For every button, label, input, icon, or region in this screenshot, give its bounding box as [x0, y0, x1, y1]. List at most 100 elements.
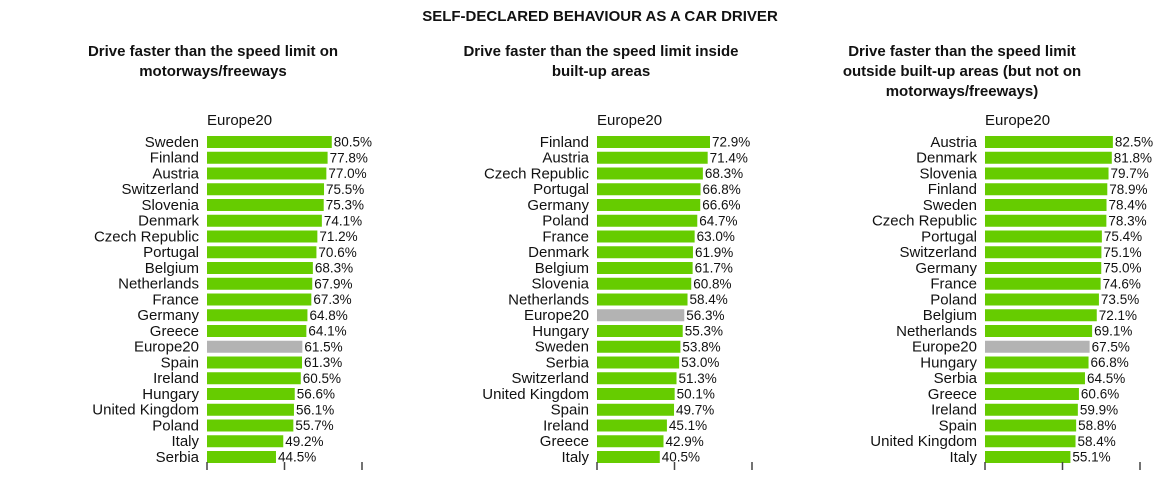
value-label: 68.3%	[315, 261, 353, 276]
bar	[985, 262, 1102, 274]
bar	[597, 435, 664, 448]
value-label: 50.1%	[677, 387, 715, 402]
value-label: 55.1%	[1072, 450, 1110, 465]
bar	[985, 435, 1076, 448]
bar	[207, 262, 313, 274]
bar	[207, 372, 301, 385]
value-label: 80.5%	[334, 135, 372, 150]
bar	[207, 230, 318, 243]
value-label: 66.8%	[1091, 355, 1129, 370]
category-label: Finland	[540, 134, 589, 151]
value-label: 45.1%	[669, 418, 707, 433]
category-label: Switzerland	[899, 244, 977, 261]
category-label: Hungary	[142, 386, 199, 403]
value-label: 69.1%	[1094, 324, 1132, 339]
main-title: SELF-DECLARED BEHAVIOUR AS A CAR DRIVER	[422, 8, 778, 25]
chart-title: built-up areas	[552, 63, 650, 80]
bar	[597, 183, 701, 196]
value-label: 66.8%	[703, 182, 741, 197]
value-label: 68.3%	[705, 166, 743, 181]
bar	[985, 356, 1089, 369]
chart-title: outside built-up areas (but not on	[843, 63, 1081, 80]
category-label: Europe20	[134, 339, 199, 356]
value-label: 56.3%	[686, 308, 724, 323]
bar	[597, 403, 675, 416]
bar	[597, 151, 708, 164]
value-label: 44.5%	[278, 450, 316, 465]
bar	[985, 136, 1113, 148]
value-label: 64.8%	[309, 308, 347, 323]
bar	[597, 325, 683, 337]
value-label: 49.7%	[676, 402, 714, 417]
category-label: Poland	[542, 213, 589, 230]
category-label: Spain	[551, 402, 589, 419]
category-label: Poland	[152, 417, 199, 434]
category-label: Poland	[930, 291, 977, 308]
category-label: Portugal	[143, 244, 199, 261]
bar	[597, 199, 701, 211]
value-label: 60.5%	[303, 371, 341, 386]
bar	[597, 451, 660, 463]
bar	[985, 246, 1102, 259]
bar	[985, 199, 1107, 211]
category-label: Greece	[540, 433, 589, 450]
bar	[597, 419, 667, 432]
value-label: 56.1%	[296, 402, 334, 417]
value-label: 56.6%	[297, 387, 335, 402]
bar	[597, 293, 688, 306]
category-label: Greece	[928, 386, 977, 403]
bar	[985, 293, 1099, 306]
category-label: Slovenia	[531, 276, 589, 293]
series-header: Europe20	[597, 112, 662, 129]
category-label: Austria	[930, 134, 977, 151]
bar	[207, 214, 322, 227]
value-label: 82.5%	[1115, 135, 1153, 150]
bar	[207, 199, 324, 211]
bar	[207, 451, 276, 463]
category-label: Germany	[137, 307, 199, 324]
value-label: 79.7%	[1111, 166, 1149, 181]
bar	[207, 403, 294, 416]
bar	[597, 167, 703, 180]
bar	[597, 372, 677, 385]
value-label: 77.0%	[328, 166, 366, 181]
bar	[985, 151, 1112, 164]
value-label: 74.1%	[324, 213, 362, 228]
bar	[207, 325, 307, 337]
category-label: Denmark	[916, 150, 977, 167]
series-header: Europe20	[985, 112, 1050, 129]
category-label: Czech Republic	[484, 165, 590, 182]
category-label: Germany	[915, 260, 977, 277]
category-label: Slovenia	[141, 197, 199, 214]
value-label: 53.0%	[681, 355, 719, 370]
category-label: United Kingdom	[92, 402, 199, 419]
value-label: 78.9%	[1109, 182, 1147, 197]
chart-title: Drive faster than the speed limit on	[88, 43, 338, 60]
bar	[207, 340, 303, 353]
category-label: Serbia	[156, 449, 200, 466]
category-label: Serbia	[934, 370, 978, 387]
bar	[597, 230, 695, 243]
chart-title: Drive faster than the speed limit	[848, 43, 1076, 60]
value-label: 73.5%	[1101, 292, 1139, 307]
category-label: Czech Republic	[94, 228, 200, 245]
category-label: Netherlands	[118, 276, 199, 293]
value-label: 67.5%	[1092, 339, 1130, 354]
bar	[207, 167, 327, 180]
category-label: United Kingdom	[482, 386, 589, 403]
value-label: 67.9%	[314, 276, 352, 291]
category-label: Netherlands	[896, 323, 977, 340]
bar	[597, 356, 680, 369]
value-label: 75.1%	[1103, 245, 1141, 260]
category-label: Europe20	[524, 307, 589, 324]
category-label: Ireland	[543, 417, 589, 434]
chart-title: motorways/freeways)	[886, 83, 1039, 100]
value-label: 61.5%	[304, 339, 342, 354]
value-label: 64.5%	[1087, 371, 1125, 386]
value-label: 78.3%	[1108, 213, 1146, 228]
category-label: Belgium	[923, 307, 977, 324]
category-label: France	[542, 228, 589, 245]
category-label: Finland	[150, 150, 199, 167]
value-label: 72.1%	[1099, 308, 1137, 323]
